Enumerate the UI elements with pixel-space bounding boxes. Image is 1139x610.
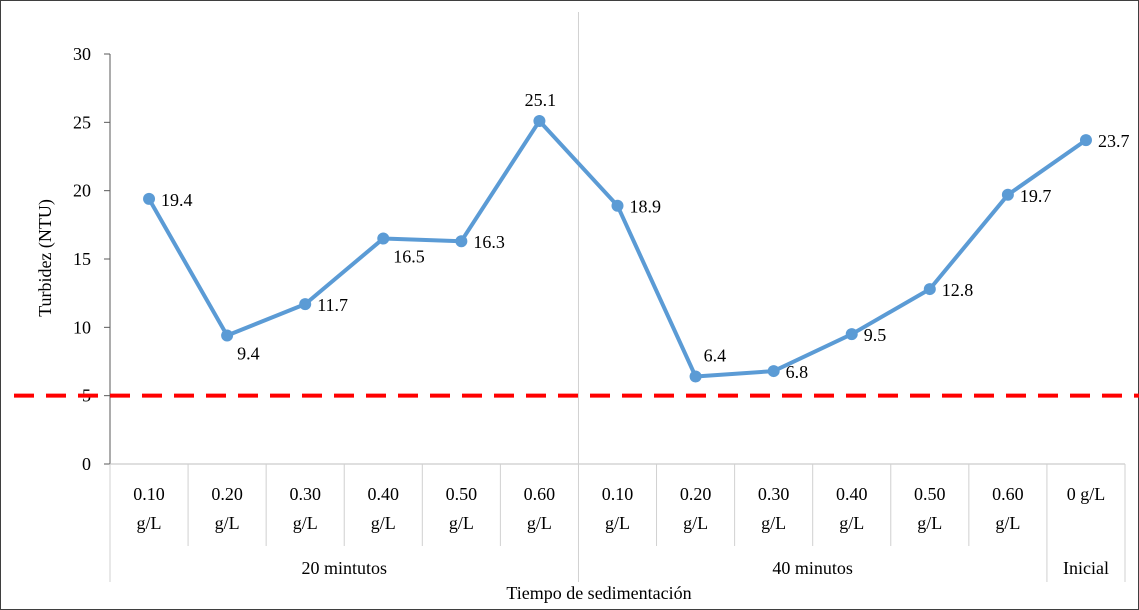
x-tick-label-line1: 0.10 [602, 484, 634, 504]
y-tick-label: 10 [73, 317, 91, 337]
data-point [377, 232, 390, 245]
x-tick-label-line2: g/L [683, 513, 708, 533]
data-point [689, 370, 702, 383]
x-tick-label-line2: g/L [527, 513, 552, 533]
data-label: 9.5 [864, 325, 887, 345]
x-tick-label-line1: 0 g/L [1067, 484, 1106, 504]
y-axis-title: Turbidez (NTU) [35, 199, 56, 317]
data-label: 16.3 [473, 232, 505, 252]
x-tick-label-line2: g/L [605, 513, 630, 533]
data-label: 16.5 [393, 247, 425, 267]
x-tick-label-line2: g/L [137, 513, 162, 533]
x-tick-label-line1: 0.60 [524, 484, 556, 504]
data-label: 25.1 [525, 90, 557, 110]
x-tick-label-line2: g/L [371, 513, 396, 533]
x-tick-label-line2: g/L [917, 513, 942, 533]
x-tick-label-line1: 0.30 [758, 484, 790, 504]
x-tick-label-line1: 0.20 [211, 484, 243, 504]
x-tick-label-line1: 0.10 [133, 484, 165, 504]
x-tick-label-line2: g/L [293, 513, 318, 533]
data-point [767, 365, 780, 378]
x-tick-label-line1: 0.50 [446, 484, 478, 504]
x-group-label: Inicial [1063, 558, 1109, 578]
series-group: 19.4 9.4 11.7 16.5 16.3 25.1 18.9 6.4 6.8 9.5 12.8… [143, 90, 1129, 383]
x-tick-label-line1: 0.40 [836, 484, 868, 504]
data-point [143, 192, 156, 205]
x-tick-label-line1: 0.60 [992, 484, 1024, 504]
x-tick-label-line1: 0.30 [289, 484, 321, 504]
x-tick-label-line1: 0.40 [368, 484, 400, 504]
data-label: 18.9 [630, 197, 662, 217]
data-label: 19.7 [1020, 186, 1052, 206]
data-point [923, 283, 936, 296]
y-axis: 051015202530 [73, 44, 110, 474]
data-label: 9.4 [237, 344, 260, 364]
x-group-label: 40 minutos [772, 558, 853, 578]
data-label: 12.8 [942, 280, 974, 300]
data-point [611, 199, 624, 212]
y-tick-label: 15 [73, 249, 91, 269]
x-tick-label-line2: g/L [449, 513, 474, 533]
data-label: 19.4 [161, 190, 193, 210]
x-tick-label-line2: g/L [839, 513, 864, 533]
data-point [221, 329, 234, 342]
series-line [147, 119, 1088, 379]
data-label: 6.4 [704, 346, 727, 366]
data-point [455, 235, 468, 248]
x-group-label: 20 mintutos [301, 558, 387, 578]
data-point [299, 298, 312, 311]
x-axis: 0.10 g/L 0.20 g/L 0.30 g/L 0.40 g/L 0.50 g/L 0.60 g… [133, 484, 1109, 578]
x-tick-label-line2: g/L [761, 513, 786, 533]
y-tick-label: 0 [82, 454, 91, 474]
x-tick-label-line2: g/L [215, 513, 240, 533]
x-tick-label-line2: g/L [995, 513, 1020, 533]
y-tick-label: 30 [73, 44, 91, 64]
data-label: 23.7 [1098, 131, 1130, 151]
y-tick-label: 25 [73, 112, 91, 132]
x-tick-label-line1: 0.20 [680, 484, 712, 504]
data-label: 11.7 [317, 295, 348, 315]
y-tick-label: 20 [73, 181, 91, 201]
data-point [1079, 134, 1092, 147]
data-label: 6.8 [786, 362, 809, 382]
x-tick-label-line1: 0.50 [914, 484, 946, 504]
data-point [533, 114, 546, 127]
data-point [1001, 188, 1014, 201]
x-axis-title: Tiempo de sedimentación [506, 583, 691, 603]
data-point [845, 328, 858, 341]
